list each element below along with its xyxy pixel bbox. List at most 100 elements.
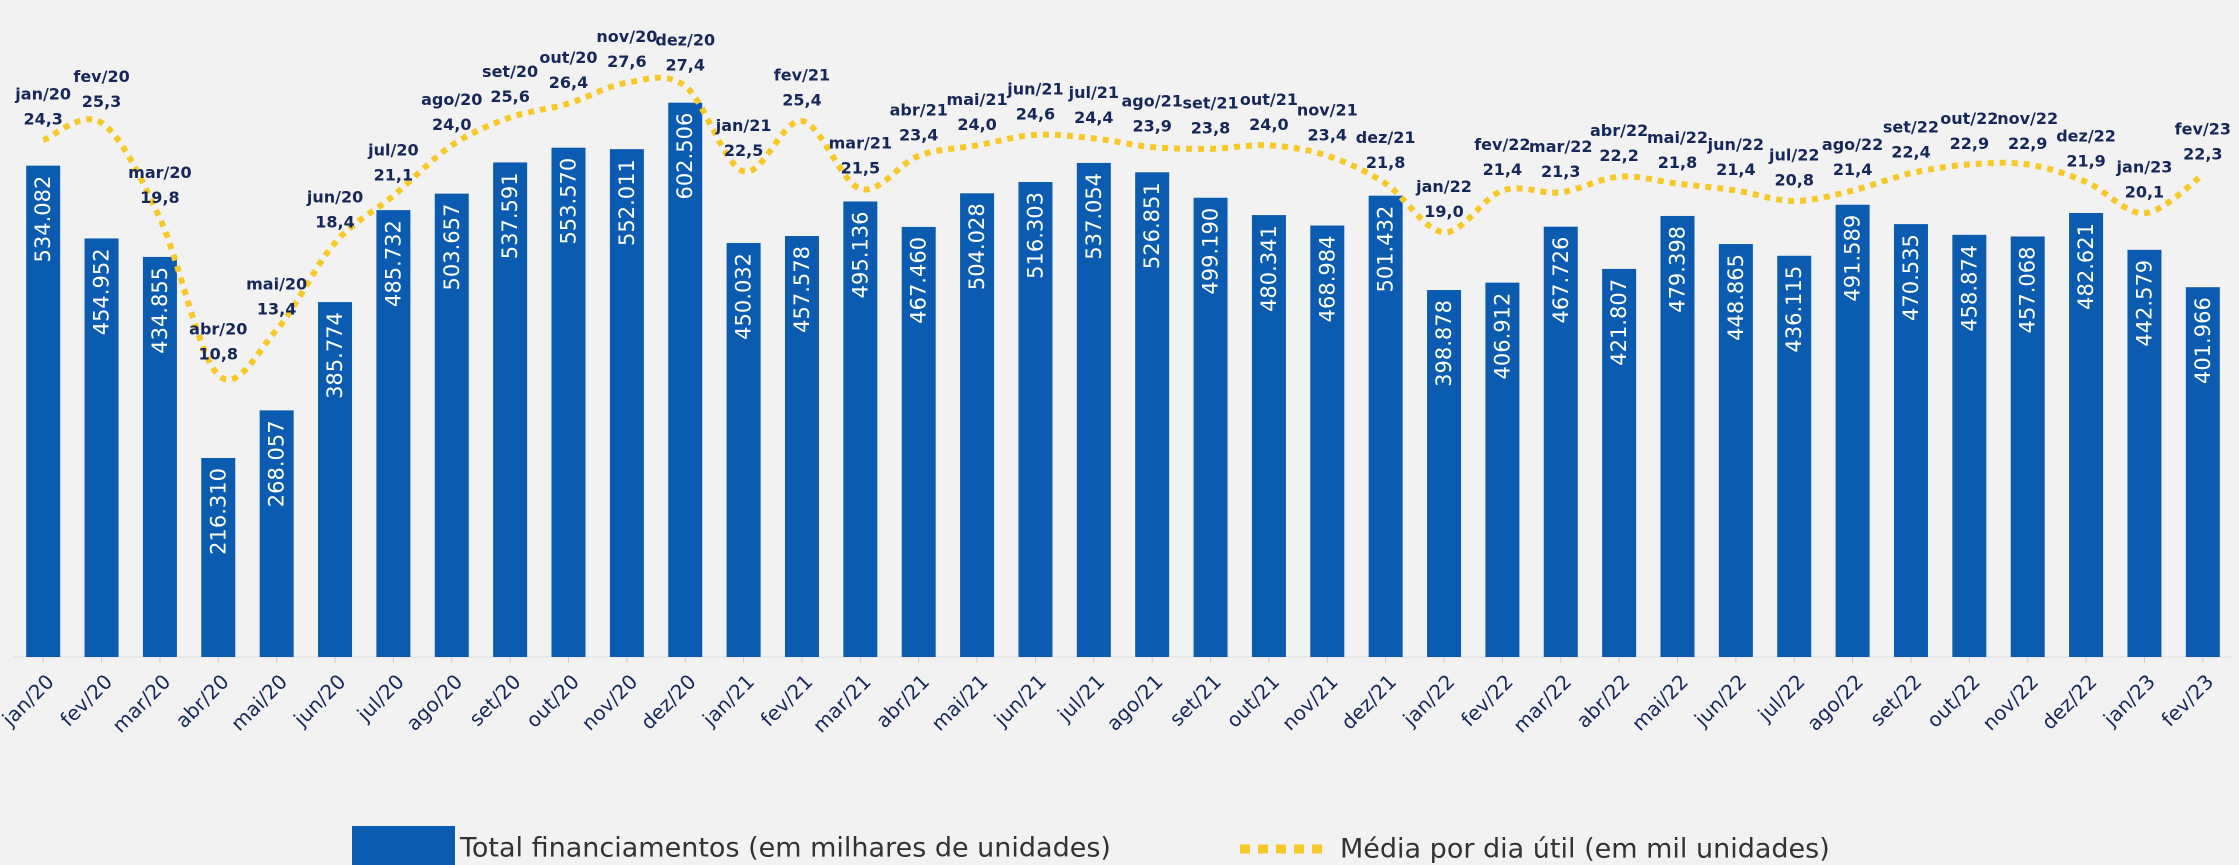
line-month-label: mar/21 [829, 133, 892, 152]
bar [493, 162, 528, 658]
line-month-label: set/21 [1182, 93, 1238, 112]
bar-value-label: 434.855 [148, 267, 172, 354]
x-tick-label: mar/22 [1508, 669, 1576, 737]
line-value-label: 23,8 [1191, 118, 1230, 137]
bar-value-label: 450.032 [732, 253, 756, 340]
bar-value-label: 537.591 [498, 172, 522, 259]
bar-value-label: 499.190 [1199, 208, 1223, 295]
x-tick-label: jun/22 [1689, 669, 1751, 731]
bar [1835, 204, 1870, 658]
line-month-label: ago/21 [1122, 92, 1183, 111]
line-value-label: 21,4 [1716, 160, 1755, 179]
line-value-label: 21,8 [1658, 153, 1697, 172]
x-tick-label: fev/23 [2156, 669, 2218, 731]
x-tick-label: jan/21 [697, 669, 759, 731]
bar [1952, 234, 1987, 657]
bar-value-label: 468.984 [1315, 236, 1339, 323]
line-value-label: 22,2 [1599, 146, 1638, 165]
line-month-label: abr/22 [1590, 121, 1648, 140]
line-month-label: mar/22 [1529, 137, 1592, 156]
line-month-label: mai/20 [246, 274, 307, 293]
line-value-label: 20,1 [2125, 183, 2164, 202]
line-month-label: jan/20 [14, 85, 71, 104]
line-month-label: out/21 [1240, 90, 1298, 109]
line-value-label: 27,4 [665, 56, 704, 75]
bar [1427, 290, 1462, 657]
bar-value-label: 602.506 [673, 113, 697, 200]
bar [1485, 282, 1520, 657]
bar [726, 242, 761, 657]
line-month-label: mar/20 [128, 163, 191, 182]
line-value-label: 24,0 [432, 115, 471, 134]
line-value-label: 21,4 [1833, 160, 1872, 179]
x-tick-label: set/20 [464, 669, 525, 730]
line-month-label: jan/23 [2116, 158, 2173, 177]
line-month-label: ago/22 [1822, 135, 1883, 154]
bar [259, 410, 294, 657]
line [41, 74, 2205, 383]
line-value-label: 26,4 [549, 73, 588, 92]
x-tick-label: jun/20 [288, 669, 350, 731]
bar-value-label: 516.303 [1023, 192, 1047, 279]
bar-value-label: 503.657 [440, 204, 464, 291]
bar-value-label: 470.535 [1899, 234, 1923, 321]
line-value-label: 23,4 [899, 125, 938, 144]
bar-value-label: 467.726 [1549, 237, 1573, 324]
bar [1076, 162, 1111, 657]
bar-value-label: 454.952 [90, 248, 114, 335]
line-month-label: jun/20 [306, 187, 363, 206]
line-value-label: 18,4 [315, 212, 354, 231]
x-tick-label: mai/20 [226, 669, 292, 735]
line-value-label: 20,8 [1774, 171, 1813, 190]
x-tick-label: abr/20 [171, 669, 234, 732]
bar-value-label: 457.068 [2016, 246, 2040, 333]
bar [84, 238, 119, 657]
bar [1602, 268, 1637, 657]
bar [376, 210, 411, 657]
line-value-label: 25,3 [82, 92, 121, 111]
line-month-label: jul/20 [367, 140, 418, 159]
x-tick-label: abr/21 [871, 669, 934, 732]
x-tick-label: mar/20 [107, 669, 175, 737]
x-tick-label: abr/22 [1571, 669, 1634, 732]
bar-value-label: 268.057 [265, 420, 289, 507]
bar [201, 457, 236, 657]
line-month-label: set/20 [482, 62, 538, 81]
legend-swatch [352, 826, 455, 865]
bar-value-label: 436.115 [1782, 266, 1806, 353]
line-value-label: 21,3 [1541, 162, 1580, 181]
line-month-label: jan/21 [715, 116, 772, 135]
bar [668, 102, 703, 658]
line-month-label: jun/21 [1006, 79, 1063, 98]
line-value-label: 24,3 [23, 110, 62, 129]
bar-value-label: 406.912 [1490, 293, 1514, 380]
x-tick-label: out/21 [1221, 669, 1284, 732]
line-value-label: 21,5 [841, 158, 880, 177]
x-tick-label: ago/21 [1102, 669, 1168, 735]
line-month-label: fev/22 [1474, 135, 1530, 154]
bar [2069, 212, 2104, 657]
line-value-label: 25,6 [490, 87, 529, 106]
line-value-label: 21,8 [1366, 153, 1405, 172]
bar-value-label: 526.851 [1140, 182, 1164, 269]
line-value-label: 22,5 [724, 141, 763, 160]
line-month-label: abr/21 [890, 100, 948, 119]
x-tick-label: set/22 [1865, 669, 1926, 730]
legend-label: Total financiamentos (em milhares de uni… [459, 833, 1111, 864]
bar-value-label: 421.807 [1607, 279, 1631, 366]
x-tick-label: jan/22 [1397, 669, 1459, 731]
line-month-label: nov/21 [1297, 100, 1358, 119]
bar-value-label: 552.011 [615, 159, 639, 246]
line-value-label: 24,4 [1074, 108, 1113, 127]
bar-value-label: 553.570 [557, 158, 581, 245]
line-month-label: mai/22 [1647, 128, 1708, 147]
bar [26, 165, 61, 657]
bar-value-label: 216.310 [206, 468, 230, 555]
bar-value-label: 457.578 [790, 246, 814, 333]
line-value-label: 24,0 [957, 115, 996, 134]
bar [1193, 197, 1228, 658]
legend-label: Média por dia útil (em mil unidades) [1340, 834, 1830, 865]
line-value-label: 23,9 [1132, 117, 1171, 136]
line-month-label: out/22 [1940, 109, 1998, 128]
